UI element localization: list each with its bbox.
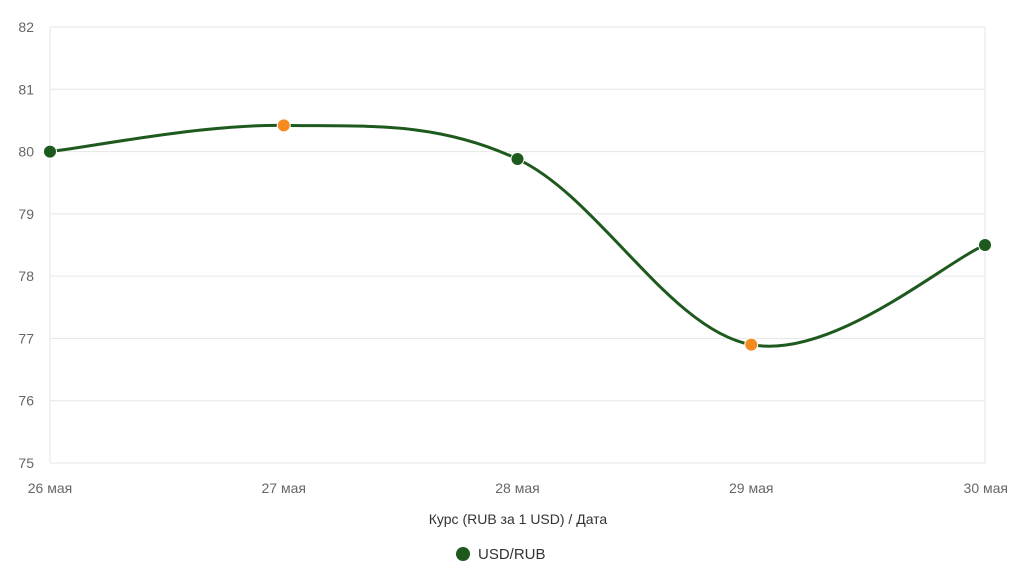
x-tick-label: 30 мая — [964, 480, 1008, 496]
legend-label-usd-rub: USD/RUB — [478, 546, 546, 563]
x-tick-label: 26 мая — [28, 480, 72, 496]
y-tick-label: 78 — [18, 268, 34, 284]
y-tick-label: 75 — [18, 455, 34, 471]
legend-marker-usd-rub — [456, 547, 470, 561]
data-point[interactable] — [744, 337, 759, 352]
x-axis-label: Курс (RUB за 1 USD) / Дата — [429, 511, 608, 527]
data-point[interactable] — [978, 238, 992, 252]
y-tick-label: 76 — [18, 393, 34, 409]
series-line-usd-rub — [49, 123, 986, 348]
data-point[interactable] — [43, 144, 57, 159]
y-tick-label: 79 — [18, 206, 34, 222]
series-layer — [49, 123, 986, 348]
x-tick-label: 29 мая — [729, 480, 773, 496]
y-tick-label: 82 — [18, 19, 34, 35]
y-tick-label: 81 — [18, 81, 34, 97]
y-tick-label: 77 — [18, 330, 34, 346]
data-point[interactable] — [510, 152, 525, 167]
grid-lines — [49, 26, 986, 464]
legend[interactable]: USD/RUB — [456, 546, 546, 563]
x-tick-label: 28 мая — [495, 480, 539, 496]
x-axis-ticks: 26 мая 27 мая 28 мая 29 мая 30 мая — [28, 480, 1008, 496]
data-point[interactable] — [276, 118, 291, 133]
y-axis-ticks: 75 76 77 78 79 80 81 82 — [18, 19, 34, 471]
data-points — [43, 118, 992, 352]
y-tick-label: 80 — [18, 144, 34, 160]
x-tick-label: 27 мая — [262, 480, 306, 496]
